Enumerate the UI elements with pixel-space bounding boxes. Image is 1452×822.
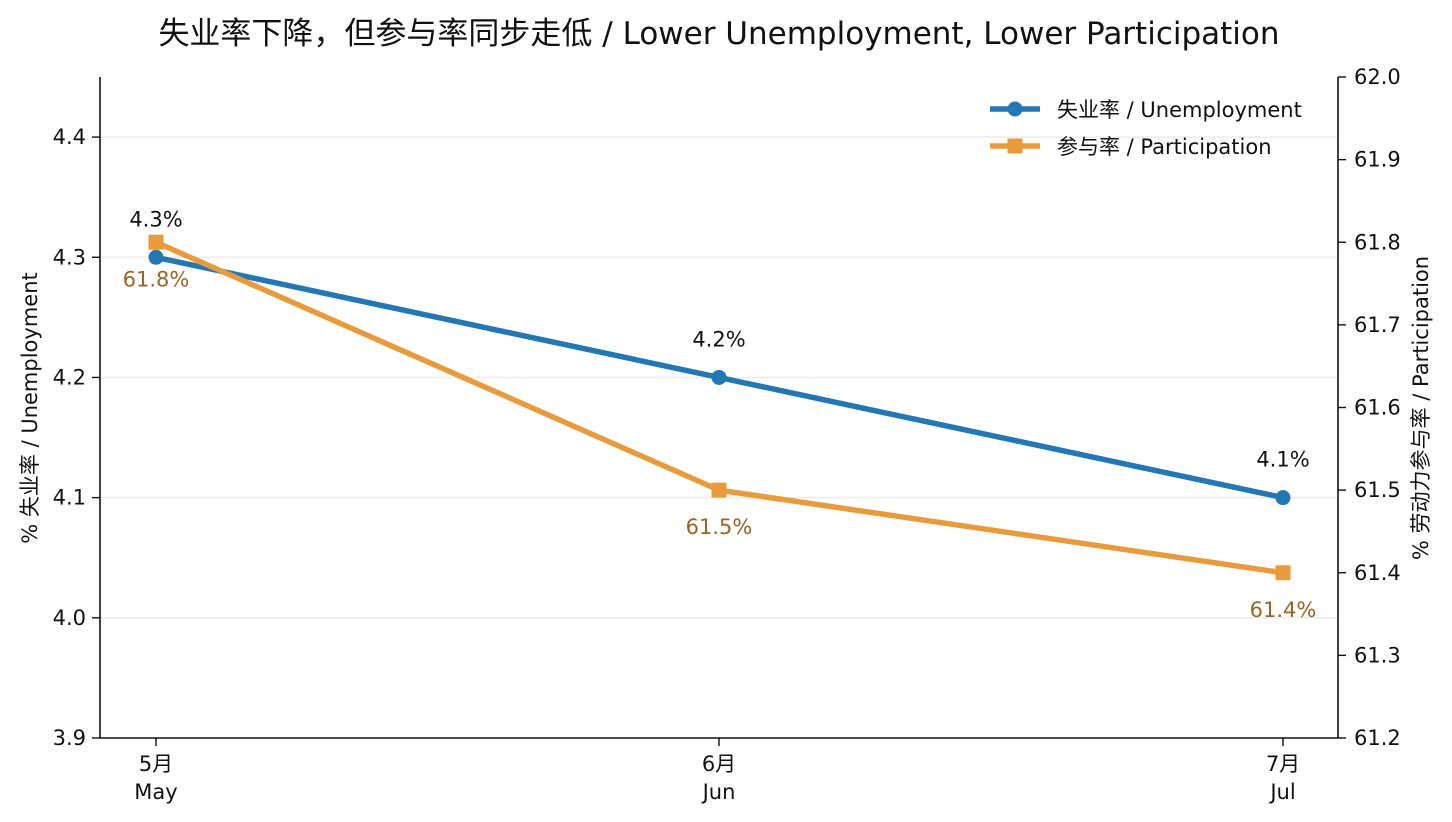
data-label: 61.5% xyxy=(686,515,753,539)
left-tick-label: 4.4 xyxy=(53,125,86,149)
data-point xyxy=(148,234,164,250)
data-label: 4.2% xyxy=(692,327,745,351)
right-tick-label: 62.0 xyxy=(1354,65,1401,89)
data-label: 61.8% xyxy=(123,267,190,291)
left-tick-label: 3.9 xyxy=(53,726,86,750)
legend-label: 失业率 / Unemployment xyxy=(1057,98,1302,122)
data-label: 4.3% xyxy=(129,207,182,231)
right-tick-label: 61.2 xyxy=(1354,726,1401,750)
right-tick-label: 61.8 xyxy=(1354,230,1401,254)
legend-marker xyxy=(1007,138,1023,154)
right-tick-label: 61.5 xyxy=(1354,478,1401,502)
data-point xyxy=(1275,565,1291,581)
data-label: 61.4% xyxy=(1250,598,1317,622)
right-tick-label: 61.9 xyxy=(1354,148,1401,172)
left-axis-label: % 失业率 / Unemployment xyxy=(18,272,42,543)
legend: 失业率 / Unemployment 参与率 / Participation xyxy=(990,98,1302,159)
chart-title: 失业率下降，但参与率同步走低 / Lower Unemployment, Low… xyxy=(158,16,1279,52)
right-tick-label: 61.6 xyxy=(1354,396,1401,420)
right-axis-ticks: 61.2 61.3 61.4 61.5 61.6 61.7 61.8 61.9 62.0 xyxy=(1338,65,1401,750)
data-point xyxy=(148,249,164,265)
data-point xyxy=(711,369,727,385)
right-tick-label: 61.3 xyxy=(1354,643,1401,667)
right-tick-label: 61.7 xyxy=(1354,313,1401,337)
x-tick-label-en: Jun xyxy=(701,780,736,804)
x-tick-label-en: May xyxy=(134,780,177,804)
data-labels: 4.3% 4.2% 4.1% 61.8% 61.5% 61.4% xyxy=(123,207,1317,621)
data-label: 4.1% xyxy=(1256,448,1309,472)
series-layer xyxy=(148,234,1291,581)
x-axis-ticks: 5月 May 6月 Jun 7月 Jul xyxy=(134,738,1300,804)
left-tick-label: 4.0 xyxy=(53,606,86,630)
x-tick-label-zh: 5月 xyxy=(139,752,173,776)
x-tick-label-zh: 6月 xyxy=(702,752,736,776)
data-point xyxy=(1275,490,1291,506)
axes xyxy=(99,77,1339,739)
legend-marker xyxy=(1007,101,1023,117)
right-tick-label: 61.4 xyxy=(1354,561,1401,585)
left-tick-label: 4.3 xyxy=(53,245,86,269)
left-axis-ticks: 3.9 4.0 4.1 4.2 4.3 4.4 xyxy=(53,125,100,750)
left-tick-label: 4.2 xyxy=(53,365,86,389)
data-point xyxy=(711,482,727,498)
left-tick-label: 4.1 xyxy=(53,486,86,510)
x-tick-label-zh: 7月 xyxy=(1266,752,1300,776)
right-axis-label: % 劳动力参与率 / Participation xyxy=(1409,256,1433,560)
legend-label: 参与率 / Participation xyxy=(1057,135,1272,159)
x-tick-label-en: Jul xyxy=(1268,780,1295,804)
